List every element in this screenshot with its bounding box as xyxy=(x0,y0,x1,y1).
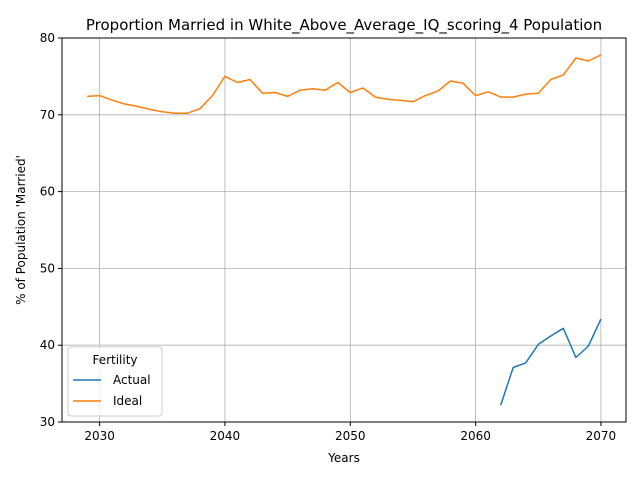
y-tick-label: 30 xyxy=(40,415,55,429)
y-tick-label: 60 xyxy=(40,185,55,199)
series-lines xyxy=(87,54,602,406)
x-tick-label: 2040 xyxy=(210,429,241,443)
legend-label-ideal: Ideal xyxy=(113,394,142,408)
y-tick-label: 70 xyxy=(40,108,55,122)
y-axis-label: % of Population 'Married' xyxy=(14,155,28,305)
x-tick-label: 2050 xyxy=(335,429,366,443)
plot-frame xyxy=(61,37,627,423)
x-axis-label: Years xyxy=(327,451,360,465)
legend-title: Fertility xyxy=(92,353,137,367)
y-tick-label: 50 xyxy=(40,261,55,275)
legend: Fertility Actual Ideal xyxy=(67,346,163,417)
x-tick-label: 2060 xyxy=(460,429,491,443)
legend-label-actual: Actual xyxy=(113,373,151,387)
x-tick-label: 2070 xyxy=(586,429,617,443)
y-tick-label: 40 xyxy=(40,338,55,352)
x-tick-label: 2030 xyxy=(84,429,115,443)
y-tick-label: 80 xyxy=(40,31,55,45)
legend-box xyxy=(67,346,163,417)
y-axis-ticks: 30 40 50 60 70 80 xyxy=(40,31,62,429)
series-line-ideal xyxy=(87,54,602,115)
series-line-actual xyxy=(499,318,602,406)
x-axis-ticks: 2030 2040 2050 2060 2070 xyxy=(84,422,616,443)
chart-title: Proportion Married in White_Above_Averag… xyxy=(86,16,602,35)
